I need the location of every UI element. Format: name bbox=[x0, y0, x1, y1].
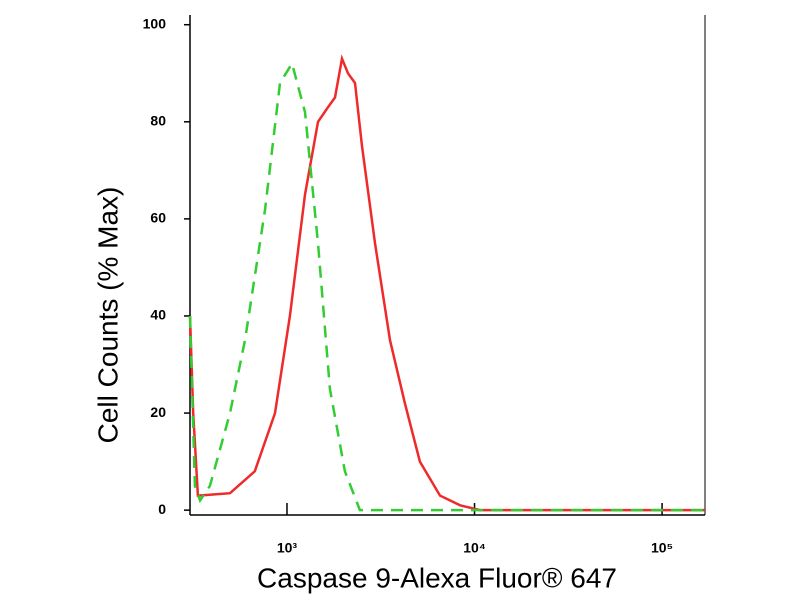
y-tick-label: 0 bbox=[158, 501, 166, 517]
series-line bbox=[188, 54, 705, 512]
x-tick-label: 10³ bbox=[277, 540, 298, 556]
series-line bbox=[188, 60, 705, 512]
y-tick-label: 60 bbox=[150, 210, 166, 226]
y-tick-label: 40 bbox=[150, 307, 166, 323]
x-axis-title: Caspase 9-Alexa Fluor® 647 bbox=[257, 562, 617, 593]
y-tick-label: 80 bbox=[150, 112, 166, 128]
x-tick-label: 10⁴ bbox=[463, 540, 486, 556]
y-axis-title: Cell Counts (% Max) bbox=[92, 187, 123, 444]
x-tick-label: 10⁵ bbox=[651, 540, 673, 556]
y-tick-label: 20 bbox=[150, 404, 166, 420]
y-tick-label: 100 bbox=[143, 15, 167, 31]
